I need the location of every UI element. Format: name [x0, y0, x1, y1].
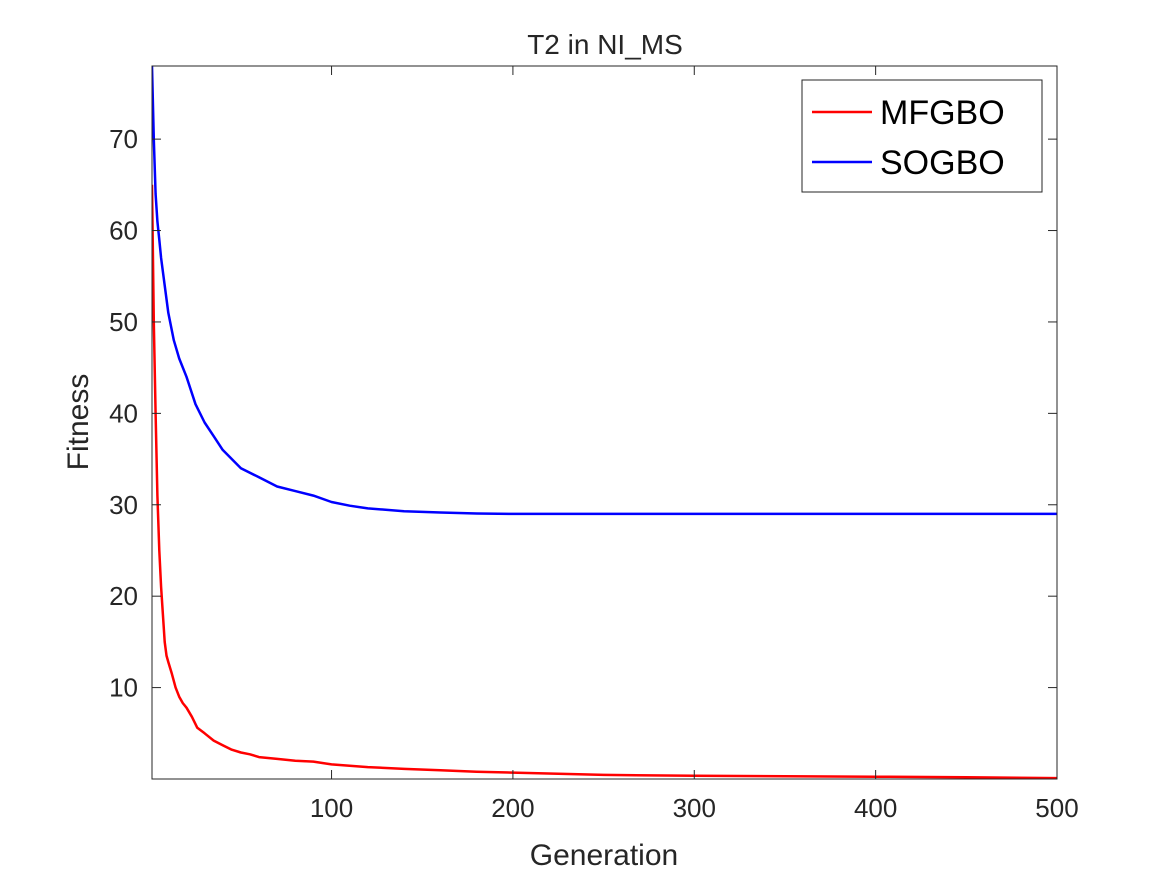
x-tick-label: 500 — [1035, 793, 1078, 823]
legend-label-mfgbo: MFGBO — [880, 94, 1005, 132]
x-tick-label: 400 — [854, 793, 897, 823]
x-tick-label: 300 — [673, 793, 716, 823]
x-tick-label: 100 — [310, 793, 353, 823]
y-tick-label: 70 — [109, 124, 138, 154]
chart-title: T2 in NI_MS — [527, 29, 683, 60]
y-tick-label: 60 — [109, 216, 138, 246]
plot-area-frame — [151, 65, 1058, 780]
y-axis-label: Fitness — [62, 374, 95, 471]
series-line-sogbo — [152, 66, 1057, 516]
series-line-mfgbo — [152, 184, 1057, 779]
legend: MFGBO SOGBO — [801, 79, 1043, 193]
legend-label-sogbo: SOGBO — [880, 144, 1005, 182]
tick-layer: 100 200 300 400 500 10 20 30 40 50 60 70 — [109, 66, 1079, 823]
x-axis-label: Generation — [530, 839, 678, 872]
legend-box — [801, 79, 1043, 193]
y-tick-label: 20 — [109, 581, 138, 611]
y-tick-label: 50 — [109, 307, 138, 337]
y-tick-label: 40 — [109, 398, 138, 428]
x-tick-label: 200 — [491, 793, 534, 823]
y-tick-label: 30 — [109, 490, 138, 520]
series-layer — [152, 66, 1057, 779]
y-tick-label: 10 — [109, 673, 138, 703]
